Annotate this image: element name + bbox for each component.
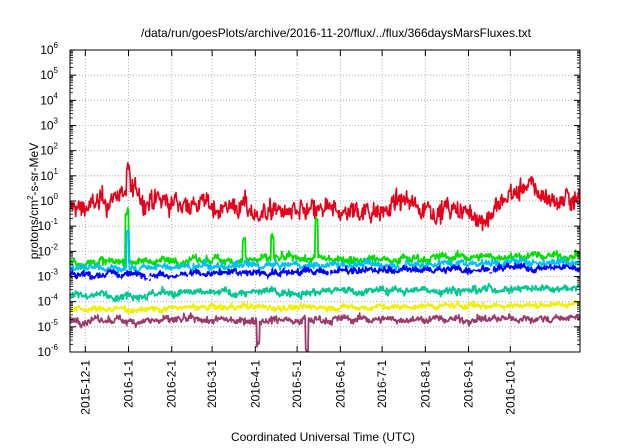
series-line-6 xyxy=(69,282,581,303)
y-tick-label: 103 xyxy=(40,117,58,133)
y-tick-label-base: 10 xyxy=(38,270,52,284)
x-tick-label: 2016-8-1 xyxy=(418,360,432,408)
y-tick-label-exponent: 5 xyxy=(54,66,59,75)
y-tick-label-base: 10 xyxy=(38,219,52,233)
y-tick-label: 101 xyxy=(40,167,58,183)
x-tick-label: 2016-7-1 xyxy=(375,360,389,408)
y-tick-label-base: 10 xyxy=(40,169,54,183)
y-tick-label-base: 10 xyxy=(40,144,54,158)
series-line-8 xyxy=(69,312,581,353)
y-tick-label-exponent: 1 xyxy=(54,167,59,176)
y-tick-label-base: 10 xyxy=(40,68,54,82)
y-tick-label: 104 xyxy=(40,91,58,107)
x-tick-label: 2015-12-1 xyxy=(78,360,92,415)
y-tick-label-exponent: -5 xyxy=(51,318,59,327)
y-tick-label-base: 10 xyxy=(38,320,52,334)
y-tick-label-base: 10 xyxy=(38,345,52,359)
y-tick-labels: 10-610-510-410-310-210-11001011021031041… xyxy=(38,41,59,359)
y-tick-label-exponent: 4 xyxy=(54,91,59,100)
x-tick-labels: 2015-12-1 2016-1-1 2016-2-1 2016-3-1 2016-4-… xyxy=(78,360,517,415)
series-line-5 xyxy=(69,268,581,289)
y-tick-label-base: 10 xyxy=(40,119,54,133)
x-tick-label: 2016-5-1 xyxy=(290,360,304,408)
y-tick-label-exponent: -3 xyxy=(51,268,59,277)
y-tick-label-base: 10 xyxy=(38,295,52,309)
y-axis-label-part-2: -s-sr-MeV xyxy=(27,143,41,196)
series-line-1 xyxy=(69,162,581,232)
x-tick-label: 2016-2-1 xyxy=(165,360,179,408)
y-axis-label-superscript: 2 xyxy=(26,195,35,200)
ticks xyxy=(70,49,580,353)
y-tick-label-exponent: 3 xyxy=(54,117,59,126)
y-tick-label-base: 10 xyxy=(40,93,54,107)
x-tick-label: 2016-4-1 xyxy=(248,360,262,408)
y-tick-label: 10-6 xyxy=(38,343,59,359)
chart-title: /data/run/goesPlots/archive/2016-11-20/f… xyxy=(141,26,532,40)
y-tick-label-base: 10 xyxy=(40,194,54,208)
y-axis-label: protons/cm2-s-sr-MeV xyxy=(26,143,41,259)
y-tick-label-exponent: 2 xyxy=(54,142,59,151)
y-tick-label: 106 xyxy=(40,41,58,57)
y-tick-label-exponent: -1 xyxy=(51,217,59,226)
y-tick-label: 10-2 xyxy=(38,242,59,258)
series-line-7 xyxy=(69,299,581,315)
y-tick-label-base: 10 xyxy=(40,43,54,57)
y-tick-label: 100 xyxy=(40,192,58,208)
y-tick-label: 10-5 xyxy=(38,318,59,334)
y-tick-label-exponent: 6 xyxy=(54,41,59,50)
series-line-2 xyxy=(69,207,581,271)
y-tick-label-exponent: 0 xyxy=(54,192,59,201)
x-tick-label: 2016-6-1 xyxy=(333,360,347,408)
y-tick-label-base: 10 xyxy=(38,244,52,258)
y-tick-label-exponent: -2 xyxy=(51,242,59,251)
y-axis-label-part-1: protons/cm xyxy=(27,200,41,259)
x-tick-label: 2016-3-1 xyxy=(205,360,219,408)
y-tick-label: 102 xyxy=(40,142,58,158)
y-tick-label-exponent: -4 xyxy=(51,293,59,302)
y-tick-label-exponent: -6 xyxy=(51,343,59,352)
series-line-3 xyxy=(69,229,581,274)
y-tick-label: 105 xyxy=(40,66,58,82)
x-tick-label: 2016-1-1 xyxy=(122,360,136,408)
series-line-4 xyxy=(69,262,581,283)
series-layer xyxy=(69,162,581,353)
y-tick-label: 10-1 xyxy=(38,217,59,233)
y-tick-label: 10-4 xyxy=(38,293,59,309)
grid xyxy=(70,50,580,352)
x-tick-label: 2016-9-1 xyxy=(462,360,476,408)
x-tick-label: 2016-10-1 xyxy=(503,360,517,415)
x-axis-label: Coordinated Universal Time (UTC) xyxy=(231,430,415,444)
y-tick-label: 10-3 xyxy=(38,268,59,284)
